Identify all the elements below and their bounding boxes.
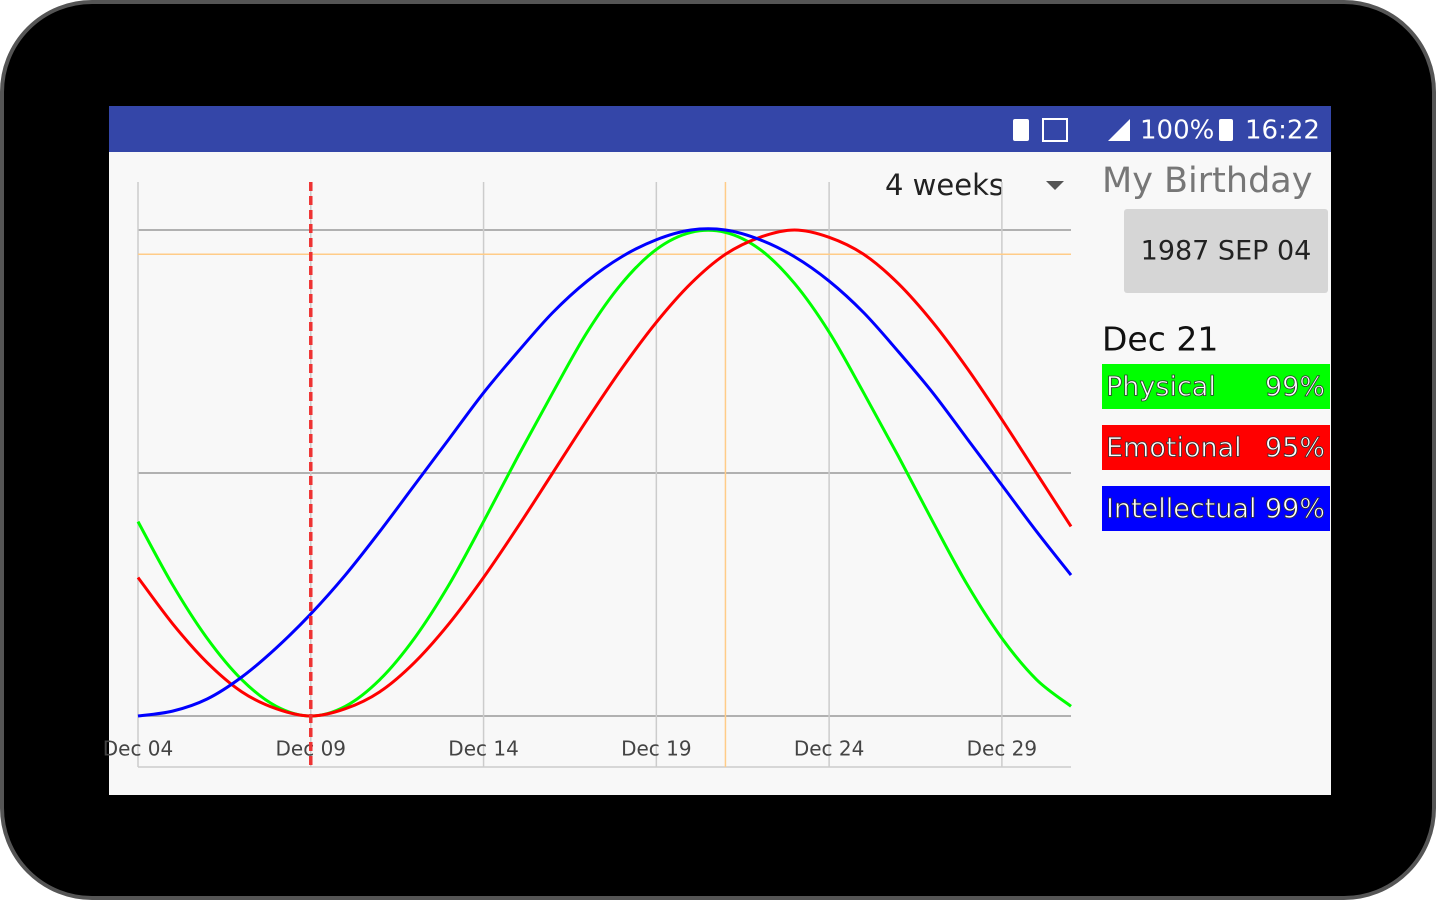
battery-text: 100%: [1140, 116, 1214, 146]
legend-percent: 99%: [1265, 372, 1325, 403]
battery-icon: [1219, 119, 1233, 141]
chart: Dec 04 Dec 09 Dec 14 Dec 19 Dec 24 Dec 29: [103, 182, 1073, 768]
legend-percent: 99%: [1265, 494, 1325, 525]
x-tick-label: Dec 24: [794, 737, 865, 761]
clock: 16:22: [1245, 116, 1320, 146]
legend-bar: [1102, 364, 1330, 409]
selected-date: Dec 21: [1102, 320, 1218, 359]
dropdown-arrow[interactable]: [1046, 181, 1064, 190]
x-tick-label: Dec 14: [448, 737, 519, 761]
status-icon: [1013, 119, 1029, 141]
signal-icon: [1108, 119, 1130, 141]
legend-bar: [1102, 425, 1330, 470]
legend-name: Physical: [1106, 372, 1216, 403]
legend-name: Emotional: [1106, 433, 1242, 464]
legend-bar: [1102, 486, 1330, 531]
legend-percent: 95%: [1265, 433, 1325, 464]
range-select[interactable]: 4 weeks: [885, 168, 1004, 202]
legend-name: Intellectual: [1106, 494, 1256, 525]
curve: [136, 228, 1073, 718]
birthday-label: My Birthday: [1102, 161, 1312, 201]
x-tick-label: Dec 29: [967, 737, 1038, 761]
x-tick-label: Dec 04: [103, 737, 174, 761]
birthday-value[interactable]: 1987 SEP 04: [1141, 236, 1312, 267]
curve: [137, 227, 1073, 718]
birthday-button[interactable]: [1124, 209, 1328, 293]
status-icon: [1042, 118, 1068, 142]
x-tick-label: Dec 19: [621, 737, 692, 761]
